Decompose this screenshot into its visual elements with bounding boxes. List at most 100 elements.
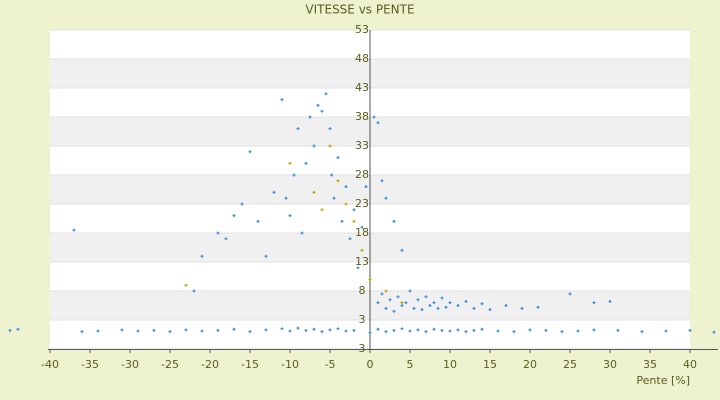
point [312,190,316,194]
x-tick-label: 35 [643,358,657,371]
point [288,161,292,165]
x-tick-label: 0 [367,358,374,371]
point [504,304,508,307]
point [344,329,348,333]
point [400,301,404,305]
x-tick-label: -20 [201,358,219,371]
point [200,254,204,258]
point [560,330,564,334]
point [356,266,360,270]
point [332,196,336,200]
point [380,179,384,183]
point [364,185,368,189]
point [448,301,452,305]
point [152,328,156,332]
point [480,327,484,331]
point [224,237,228,241]
point [328,328,332,332]
point [80,330,84,334]
point [320,330,324,334]
x-tick-label: 30 [603,358,617,371]
x-tick-label: -15 [241,358,259,371]
point [496,329,500,333]
y-tick-label: 13 [355,255,369,268]
point [464,299,468,303]
point [320,208,324,212]
x-tick-label: -30 [121,358,139,371]
point [444,305,448,309]
point [304,161,308,165]
point [320,109,324,113]
point [520,306,524,310]
point [344,185,348,189]
chart-title: VITESSE vs PENTE [305,3,414,17]
point [424,330,428,334]
point [272,190,276,194]
point [384,196,388,200]
y-tick-label: 43 [355,81,369,94]
point [284,196,288,200]
x-tick-label: 10 [443,358,457,371]
point [512,330,516,334]
point [440,328,444,332]
point [388,298,392,302]
point [248,150,252,154]
point [340,219,344,223]
point [352,219,356,223]
x-tick-label: 40 [683,358,697,371]
point [712,330,716,334]
point [216,231,220,235]
point [568,292,572,296]
point [96,329,100,333]
point [392,309,396,313]
point [456,304,460,307]
x-tick-label: -40 [41,358,59,371]
point [280,98,284,102]
point [404,301,408,305]
point [616,328,620,332]
point [216,328,220,332]
point [396,295,400,299]
point [392,328,396,332]
point [544,328,548,332]
x-tick-label: -5 [325,358,336,371]
point [330,173,334,177]
point [412,306,416,310]
y-tick-label: 18 [355,226,369,239]
point [376,327,380,331]
point [536,305,540,309]
point [360,225,364,229]
x-tick-label: 15 [483,358,497,371]
point [400,327,404,331]
point [376,301,380,305]
point [380,292,384,296]
x-tick-label: 25 [563,358,577,371]
y-tick-label: 8 [359,284,366,297]
point [328,127,332,131]
point [192,289,196,293]
point [240,202,244,206]
point [308,115,312,119]
x-tick-label: 5 [407,358,414,371]
point [344,202,348,206]
y-tick-label: 3 [359,313,366,326]
point [424,295,428,299]
point [232,327,236,331]
point [576,329,580,333]
point [488,308,492,312]
y-tick-label: 33 [355,139,369,152]
point [288,329,292,333]
point [428,304,432,307]
y-tick-label: 23 [355,197,369,210]
point [448,329,452,333]
point [432,301,436,305]
y-tick-label: 48 [355,52,369,65]
point [184,328,188,332]
x-tick-label: -10 [281,358,299,371]
point [436,306,440,310]
y-tick-label: 53 [355,23,369,36]
point [304,328,308,332]
point [416,298,420,302]
point [592,328,596,332]
y-tick-label: 3 [359,342,366,355]
